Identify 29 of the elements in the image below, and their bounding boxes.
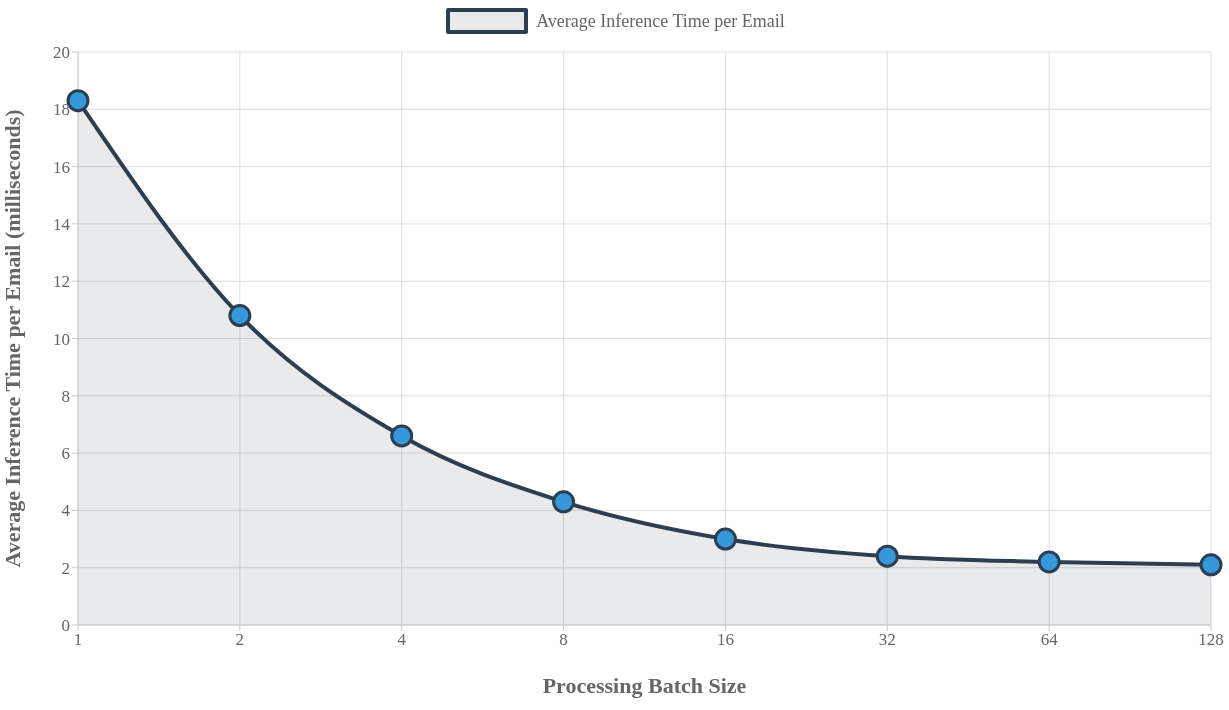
point bbox=[228, 304, 252, 328]
legend-label: Average Inference Time per Email bbox=[536, 10, 785, 32]
y-tick-label: 2 bbox=[61, 558, 70, 578]
point bbox=[390, 424, 414, 448]
y-tick-label: 20 bbox=[53, 43, 70, 63]
y-tick-label: 10 bbox=[53, 329, 70, 349]
y-tick-label: 0 bbox=[61, 616, 70, 636]
point bbox=[1199, 553, 1223, 577]
x-tick-label: 64 bbox=[1040, 630, 1059, 650]
y-tick-label: 8 bbox=[61, 386, 70, 406]
x-tick-label: 128 bbox=[1198, 630, 1224, 650]
y-tick-label: 14 bbox=[53, 214, 71, 234]
y-tick-label: 16 bbox=[53, 157, 70, 177]
point bbox=[713, 527, 737, 551]
x-tick-label: 2 bbox=[235, 630, 245, 650]
point bbox=[552, 490, 576, 514]
x-tick-label: 16 bbox=[716, 630, 734, 650]
x-tick-label: 1 bbox=[73, 630, 83, 650]
y-tick-label: 18 bbox=[53, 100, 70, 120]
point bbox=[1037, 550, 1061, 574]
y-tick-label: 6 bbox=[61, 444, 70, 464]
y-axis-title: Average Inference Time per Email (milliseconds) bbox=[0, 109, 25, 568]
point bbox=[875, 544, 899, 568]
x-tick-label: 8 bbox=[559, 630, 568, 650]
x-tick-label: 4 bbox=[397, 630, 407, 650]
x-axis-title: Processing Batch Size bbox=[542, 673, 747, 698]
y-tick-label: 12 bbox=[53, 272, 70, 292]
x-tick-label: 32 bbox=[878, 630, 896, 650]
y-tick-label: 4 bbox=[61, 501, 71, 521]
